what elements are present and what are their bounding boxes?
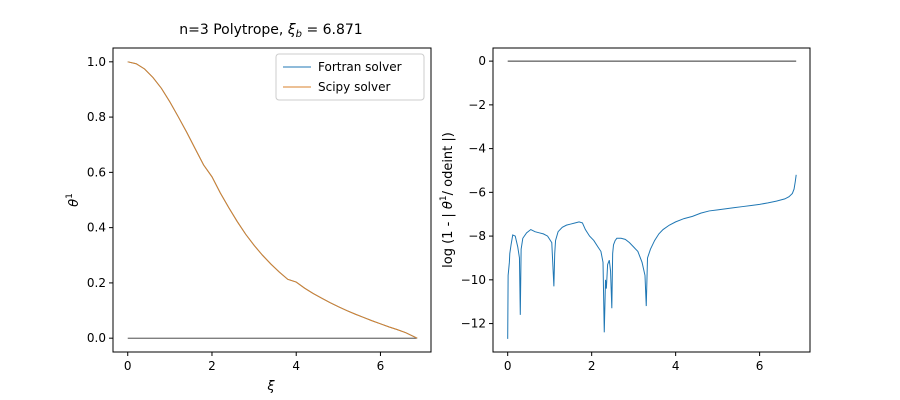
left-y-ticks: 0.0 0.2 0.4 0.6 0.8 1.0 bbox=[87, 55, 113, 345]
y-tick-label: 0.8 bbox=[87, 110, 106, 124]
y-tick-label: 0.6 bbox=[87, 165, 106, 179]
x-tick-label: 0 bbox=[504, 359, 512, 373]
legend-label-scipy: Scipy solver bbox=[318, 80, 390, 94]
y-tick-label: −6 bbox=[468, 185, 486, 199]
y-tick-label: −8 bbox=[468, 229, 486, 243]
y-tick-label: 0 bbox=[478, 54, 486, 68]
y-tick-label: 0.4 bbox=[87, 221, 106, 235]
y-tick-label: −10 bbox=[461, 273, 486, 287]
left-axes-frame bbox=[112, 47, 432, 353]
y-tick-label: −2 bbox=[468, 98, 486, 112]
series-line-1 bbox=[127, 61, 418, 339]
x-tick-label: 6 bbox=[756, 359, 764, 373]
right-plot-area bbox=[507, 60, 797, 339]
right-y-ticks: 0 −2 −4 −6 −8 −10 −12 bbox=[461, 54, 493, 331]
chart-right: 0 2 4 6 0 −2 −4 −6 −8 −10 −12 log (1 - | θ1/ odei… bbox=[439, 47, 811, 373]
y-tick-label: −4 bbox=[468, 142, 486, 156]
y-tick-label: 0.2 bbox=[87, 276, 106, 290]
right-x-ticks: 0 2 4 6 bbox=[504, 352, 764, 373]
series-line-0 bbox=[507, 174, 797, 339]
y-tick-label: 1.0 bbox=[87, 55, 106, 69]
right-axes-frame bbox=[492, 47, 811, 353]
x-tick-label: 4 bbox=[292, 359, 300, 373]
y-tick-label: −12 bbox=[461, 317, 486, 331]
x-tick-label: 2 bbox=[588, 359, 596, 373]
y-tick-label: 0.0 bbox=[87, 331, 106, 345]
x-tick-label: 2 bbox=[208, 359, 216, 373]
legend-label-fortran: Fortran solver bbox=[318, 60, 402, 74]
x-tick-label: 4 bbox=[672, 359, 680, 373]
right-y-axis-label: log (1 - | θ1/ odeint |) bbox=[439, 132, 456, 268]
chart-title: n=3 Polytrope, ξb = 6.871 bbox=[179, 22, 362, 40]
left-x-ticks: 0 2 4 6 bbox=[124, 352, 384, 373]
y-axis-label: θ1 bbox=[65, 193, 82, 207]
chart-left: n=3 Polytrope, ξb = 6.871 0 2 4 6 0.0 0.2 0.4… bbox=[65, 22, 432, 394]
legend-box bbox=[275, 53, 425, 101]
left-plot-area bbox=[127, 61, 418, 339]
x-tick-label: 6 bbox=[377, 359, 385, 373]
x-axis-label: ξ bbox=[266, 379, 275, 394]
x-tick-label: 0 bbox=[124, 359, 132, 373]
legend: Fortran solver Scipy solver bbox=[275, 53, 425, 101]
